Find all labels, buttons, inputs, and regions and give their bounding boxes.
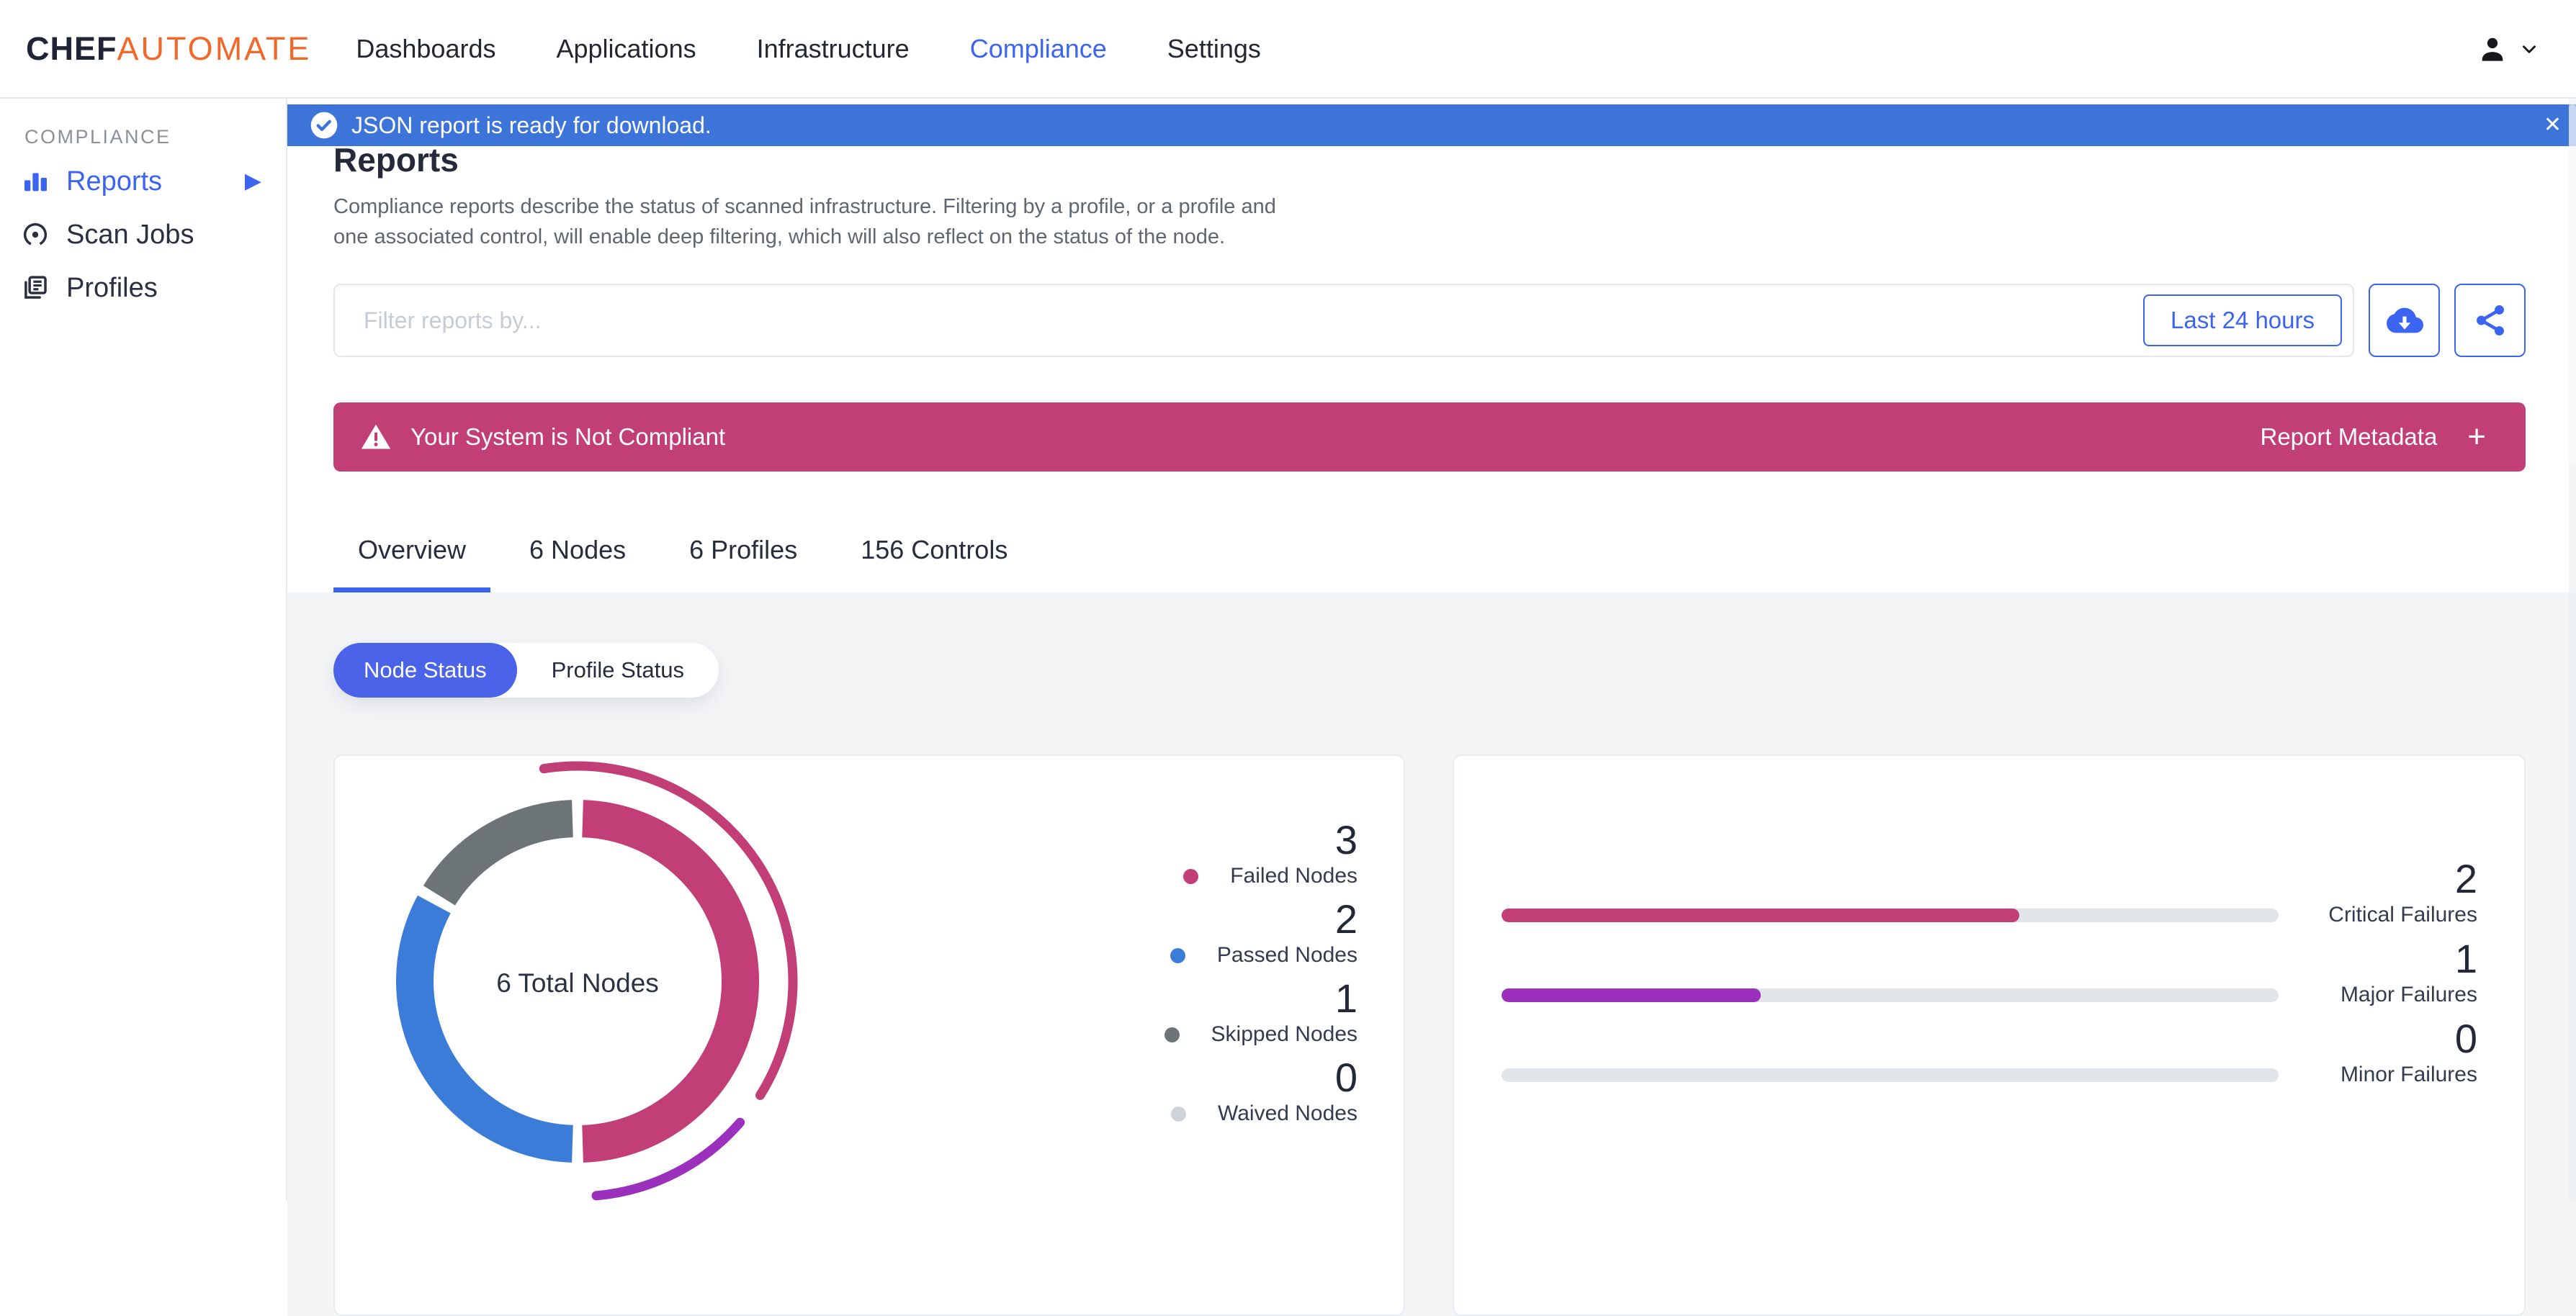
major-failures-fill (1502, 988, 1761, 1002)
reports-header-section: Reports Compliance reports describe the … (287, 140, 2576, 592)
page-description-line: one associated control, will enable deep… (333, 225, 1226, 248)
user-menu[interactable] (2477, 33, 2539, 65)
filter-toolbar: Filter reports by... Last 24 hours (333, 284, 2526, 357)
sidebar-item-reports[interactable]: Reports ▶ (0, 155, 286, 208)
major-failures-count: 1 (2454, 936, 2477, 981)
critical-failures-count: 2 (2454, 856, 2477, 901)
radar-icon (19, 220, 52, 250)
passed-dot-icon (1170, 947, 1185, 963)
documents-icon (19, 273, 52, 303)
nav-item-settings[interactable]: Settings (1167, 33, 1261, 63)
passed-nodes-label: Passed Nodes (1216, 943, 1357, 967)
nav-item-applications[interactable]: Applications (556, 33, 696, 63)
legend-row-failed: 3 Failed Nodes (1164, 818, 1357, 891)
time-range-button[interactable]: Last 24 hours (2143, 294, 2342, 346)
status-toggle-group: Node Status Profile Status (333, 643, 719, 698)
main-nav: Dashboards Applications Infrastructure C… (356, 34, 1261, 64)
waived-nodes-count: 0 (1334, 1055, 1357, 1100)
tab-controls[interactable]: 156 Controls (861, 535, 1008, 564)
skipped-nodes-label: Skipped Nodes (1211, 1022, 1357, 1046)
overview-cards: 6 Total Nodes 3 Failed Nodes 2 Passed (333, 754, 2526, 1316)
share-icon (2472, 302, 2508, 338)
nav-item-compliance[interactable]: Compliance (969, 33, 1107, 63)
sidebar-item-label: Reports (66, 166, 163, 197)
check-circle-icon (310, 111, 338, 140)
skipped-nodes-count: 1 (1334, 975, 1357, 1021)
major-failures-bar (1502, 988, 2279, 1002)
compliance-status-text: Your System is Not Compliant (410, 423, 726, 450)
legend-row-waived: 0 Waived Nodes (1164, 1055, 1357, 1128)
tab-nodes[interactable]: 6 Nodes (529, 535, 627, 564)
failed-nodes-count: 3 (1334, 817, 1357, 862)
overview-section: Node Status Profile Status 6 Total Nodes… (287, 592, 2576, 1316)
scrollbar-thumb[interactable] (2569, 104, 2576, 464)
passed-nodes-count: 2 (1334, 896, 1357, 942)
expand-caret-icon: ▶ (244, 169, 261, 193)
skipped-dot-icon (1164, 1027, 1180, 1042)
download-report-button[interactable] (2369, 284, 2440, 357)
share-report-button[interactable] (2454, 284, 2526, 357)
sidebar-item-label: Profiles (66, 272, 158, 303)
legend-row-passed: 2 Passed Nodes (1164, 897, 1357, 970)
report-tabs: Overview 6 Nodes 6 Profiles 156 Controls (333, 508, 2526, 592)
main-content: Reports Compliance reports describe the … (287, 99, 2576, 1316)
scrollbar-track[interactable] (2569, 99, 2576, 1201)
critical-failures-bar (1502, 909, 2279, 922)
node-status-pill[interactable]: Node Status (333, 643, 517, 698)
tab-profiles[interactable]: 6 Profiles (689, 535, 798, 564)
legend-row-skipped: 1 Skipped Nodes (1164, 976, 1357, 1049)
report-metadata-toggle[interactable]: Report Metadata + (2260, 421, 2486, 453)
sidebar-item-label: Scan Jobs (66, 219, 194, 250)
close-icon[interactable]: ✕ (2543, 113, 2562, 137)
cloud-download-icon (2386, 302, 2423, 339)
report-metadata-label: Report Metadata (2260, 423, 2438, 450)
page-description-line: Compliance reports describe the status o… (333, 195, 1276, 218)
sidebar-section-label: COMPLIANCE (24, 126, 171, 148)
waived-nodes-label: Waived Nodes (1218, 1101, 1357, 1125)
failed-nodes-label: Failed Nodes (1230, 864, 1357, 888)
json-download-banner: JSON report is ready for download. ✕ (287, 104, 2576, 146)
major-failures-label: Major Failures (2340, 983, 2477, 1006)
chevron-down-icon (2520, 40, 2539, 58)
major-failures-row: 1 Major Failures (1454, 937, 2524, 1009)
warning-triangle-icon (360, 421, 392, 453)
critical-failures-fill (1502, 909, 2020, 922)
failure-severity-card: 2 Critical Failures 1 Major Failures (1453, 754, 2526, 1316)
critical-failures-label: Critical Failures (2328, 903, 2477, 927)
plus-icon: + (2467, 419, 2486, 454)
banner-message: JSON report is ready for download. (351, 112, 712, 138)
sidebar-item-scan-jobs[interactable]: Scan Jobs (0, 208, 286, 261)
user-icon (2477, 33, 2508, 65)
nav-item-infrastructure[interactable]: Infrastructure (756, 33, 910, 63)
minor-failures-row: 0 Minor Failures (1454, 1017, 2524, 1089)
compliance-sidebar: COMPLIANCE Reports ▶ Scan Jobs Profiles (0, 99, 287, 1201)
failed-dot-icon (1183, 868, 1199, 884)
minor-failures-count: 0 (2454, 1016, 2477, 1061)
node-status-legend: 3 Failed Nodes 2 Passed Nodes (1164, 818, 1357, 1135)
bar-chart-icon (19, 167, 52, 196)
tab-overview[interactable]: Overview (333, 508, 491, 592)
waived-dot-icon (1171, 1106, 1187, 1122)
compliance-status-banner: Your System is Not Compliant Report Meta… (333, 402, 2526, 472)
page-title: Reports (333, 141, 459, 179)
profile-status-pill[interactable]: Profile Status (551, 657, 684, 682)
minor-failures-label: Minor Failures (2340, 1063, 2477, 1086)
logo-automate: AUTOMATE (117, 30, 312, 67)
nav-item-dashboards[interactable]: Dashboards (356, 33, 496, 63)
filter-reports-input[interactable]: Filter reports by... Last 24 hours (333, 284, 2354, 357)
top-navigation: CHEFAUTOMATE Dashboards Applications Inf… (0, 0, 2576, 99)
failure-bars: 2 Critical Failures 1 Major Failures (1454, 756, 2524, 1089)
donut-center-label: 6 Total Nodes (496, 968, 659, 998)
sidebar-item-profiles[interactable]: Profiles (0, 261, 286, 315)
critical-failures-row: 2 Critical Failures (1454, 857, 2524, 929)
filter-input-placeholder: Filter reports by... (364, 307, 542, 333)
node-status-donut-chart[interactable] (333, 736, 822, 1226)
page-description: Compliance reports describe the status o… (333, 191, 2526, 252)
chef-automate-logo[interactable]: CHEFAUTOMATE (26, 30, 311, 68)
minor-failures-bar (1502, 1068, 2279, 1082)
node-status-donut-card: 6 Total Nodes 3 Failed Nodes 2 Passed (333, 754, 1405, 1316)
logo-chef: CHEF (26, 30, 117, 67)
